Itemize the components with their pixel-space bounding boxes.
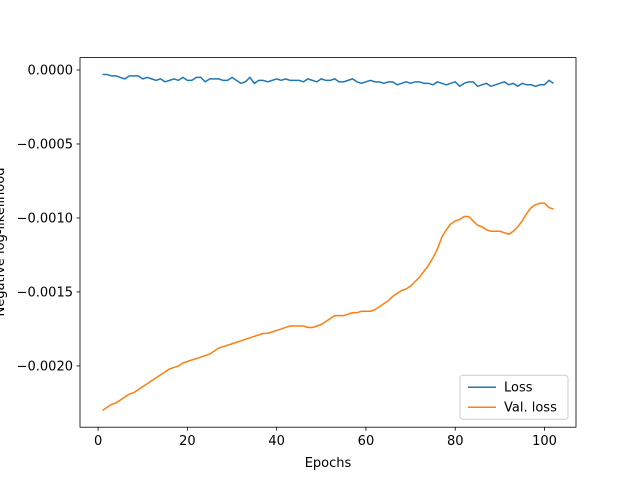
x-tick-label: 0 xyxy=(94,434,102,449)
y-tick-label: −0.0005 xyxy=(17,137,73,152)
x-tick-label: 80 xyxy=(447,434,464,449)
legend-label: Val. loss xyxy=(504,401,557,416)
x-tick-label: 20 xyxy=(179,434,196,449)
legend-label: Loss xyxy=(504,381,533,396)
x-tick-label: 60 xyxy=(358,434,375,449)
line-series xyxy=(102,73,554,88)
line-series xyxy=(102,202,554,411)
axes-frame xyxy=(79,57,577,428)
x-tick-label: 100 xyxy=(532,434,557,449)
x-tick-label: 40 xyxy=(268,434,285,449)
y-axis-label: Negative log-likelihood xyxy=(0,168,8,317)
legend-box xyxy=(459,374,569,420)
x-axis-label: Epochs xyxy=(305,456,352,471)
y-tick-label: −0.0015 xyxy=(17,285,73,300)
y-tick-label: −0.0010 xyxy=(17,211,73,226)
y-tick-label: 0.0000 xyxy=(28,63,74,78)
y-tick-label: −0.0020 xyxy=(17,359,73,374)
